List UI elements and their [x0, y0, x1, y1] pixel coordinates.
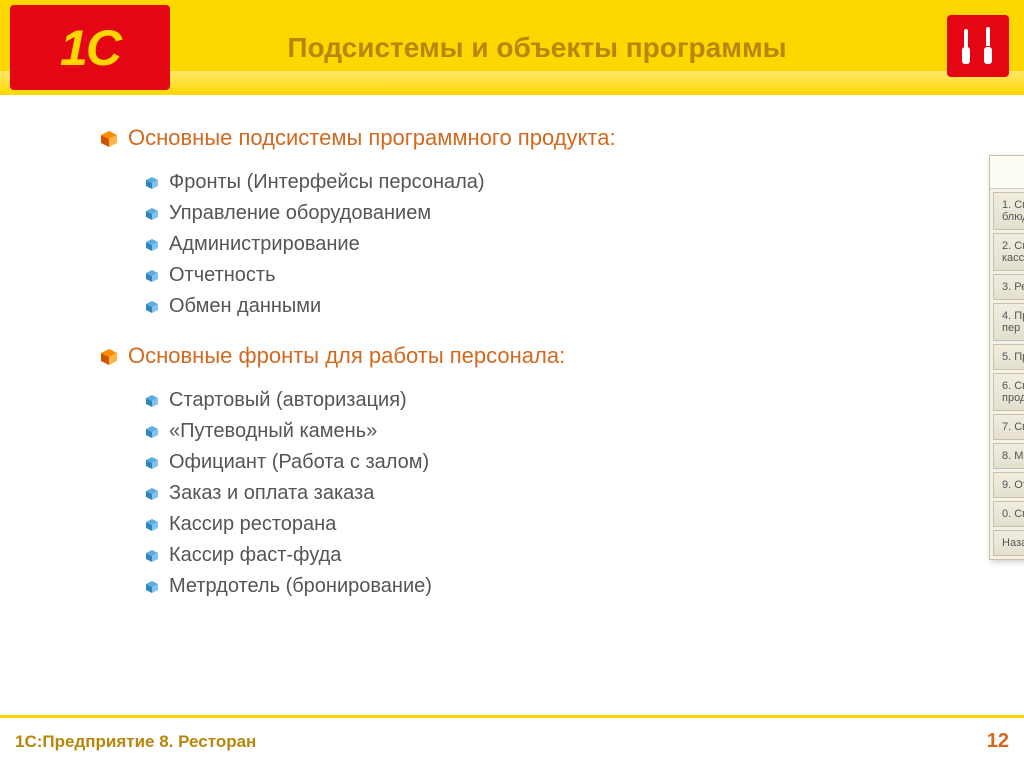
restaurant-icon [947, 15, 1009, 77]
section-heading: Основные подсистемы программного продукт… [100, 125, 994, 151]
list-item: Администрирование [145, 233, 994, 256]
panel-menu-item[interactable]: 3. Реализация [993, 274, 1024, 300]
panel-menu-item[interactable]: 7. Списание [993, 414, 1024, 440]
slide-title: Подсистемы и объекты программы [237, 32, 786, 64]
list-item: Обмен данными [145, 295, 994, 318]
panel-menu-item[interactable]: 5. Продажи по контраген [993, 344, 1024, 370]
list-item: Кассир фаст-фуда [145, 544, 994, 567]
panel-menu-item[interactable]: 6. Сводный отч по продажам [993, 373, 1024, 411]
panel-reports-title: 1С:Ресторан 8 [990, 156, 1024, 189]
list-item: Кассир ресторана [145, 513, 994, 536]
list-item: «Путеводный камень» [145, 420, 994, 443]
panel-menu-item[interactable]: Назад [993, 530, 1024, 556]
logo-1c: 1C [10, 5, 170, 90]
list-item: Официант (Работа с залом) [145, 451, 994, 474]
panel-menu-item[interactable]: 0. Список брон [993, 501, 1024, 527]
panel-menu-item[interactable]: 4. Предоставле скидки за пер [993, 303, 1024, 341]
slide-header: 1C Подсистемы и объекты программы [0, 0, 1024, 95]
list-item: Управление оборудованием [145, 202, 994, 225]
divider-line [0, 715, 1024, 718]
list-item: Заказ и оплата заказа [145, 482, 994, 505]
footer-title: 1С:Предприятие 8. Ресторан [15, 732, 256, 752]
panel-menu-item[interactable]: 2. Сменный отч по кассирам [993, 233, 1024, 271]
slide-content: Основные подсистемы программного продукт… [0, 95, 1024, 598]
list-item: Метрдотель (бронирование) [145, 575, 994, 598]
page-number: 12 [987, 730, 1009, 753]
list-item: Стартовый (авторизация) [145, 389, 994, 412]
panel-reports: 1С:Ресторан 8 1. Сменный отчет по блюдам… [989, 155, 1024, 560]
slide-footer: 1С:Предприятие 8. Ресторан 12 [15, 730, 1009, 753]
panel-menu-item[interactable]: 9. Отмены блю [993, 472, 1024, 498]
panel-menu-item[interactable]: 8. Меню [993, 443, 1024, 469]
list-item: Фронты (Интерфейсы персонала) [145, 171, 994, 194]
logo-text: 1C [60, 19, 120, 77]
section-heading: Основные фронты для работы персонала: [100, 343, 994, 369]
panel-menu-item[interactable]: 1. Сменный отчет по блюдам [993, 192, 1024, 230]
list-item: Отчетность [145, 264, 994, 287]
